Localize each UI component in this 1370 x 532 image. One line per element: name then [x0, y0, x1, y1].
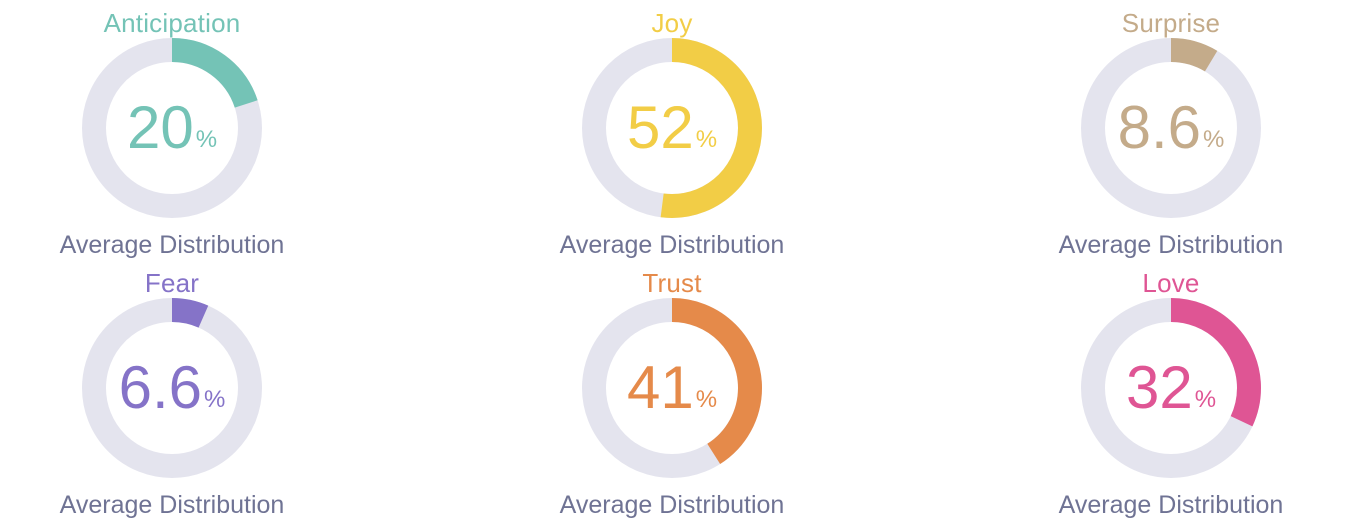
- donut-widget-anticipation: Anticipation 20 % Average Distribution: [42, 0, 302, 260]
- donut-arc: [1081, 298, 1261, 478]
- donut-ring: [82, 298, 262, 478]
- donut-caption: Average Distribution: [1058, 491, 1284, 519]
- donut-ring: [582, 298, 762, 478]
- donut-widget-love: Love 32 % Average Distribution: [1041, 260, 1301, 520]
- donut-track: [1081, 38, 1261, 218]
- donut-widget-joy: Joy 52 % Average Distribution: [542, 0, 802, 260]
- donut-title: Joy: [651, 8, 693, 38]
- donut-arc: [1081, 38, 1261, 218]
- donut-caption: Average Distribution: [59, 491, 285, 519]
- donut-title: Anticipation: [103, 8, 241, 38]
- donut-arc: [582, 38, 762, 218]
- donut-widget-trust: Trust 41 % Average Distribution: [542, 260, 802, 520]
- donut-ring: [1081, 298, 1261, 478]
- donut-widget-fear: Fear 6.6 % Average Distribution: [42, 260, 302, 520]
- donut-title: Trust: [642, 268, 702, 298]
- donut-caption: Average Distribution: [1058, 231, 1284, 259]
- donut-ring: [582, 38, 762, 218]
- donut-caption: Average Distribution: [559, 491, 785, 519]
- donut-widget-surprise: Surprise 8.6 % Average Distribution: [1041, 0, 1301, 260]
- donut-title: Love: [1142, 268, 1200, 298]
- donut-arc: [582, 298, 762, 478]
- donut-ring: [1081, 38, 1261, 218]
- donut-title: Surprise: [1121, 8, 1221, 38]
- donut-caption: Average Distribution: [559, 231, 785, 259]
- donut-title: Fear: [144, 268, 200, 298]
- donut-arc: [82, 38, 262, 218]
- donut-caption: Average Distribution: [59, 231, 285, 259]
- donut-ring: [82, 38, 262, 218]
- donut-arc: [82, 298, 262, 478]
- donut-track: [82, 298, 262, 478]
